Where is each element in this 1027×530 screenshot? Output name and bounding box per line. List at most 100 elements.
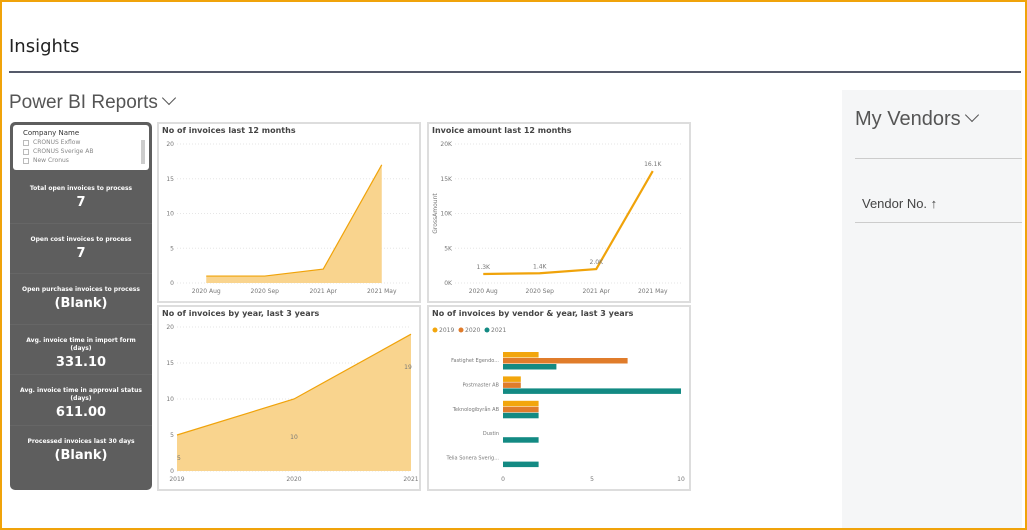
x-tick-label: 2020 Sep: [251, 288, 280, 295]
bar: [503, 400, 539, 407]
kpi-label: Total open invoices to process: [29, 185, 133, 192]
data-label: 1.4K: [533, 263, 548, 270]
data-label: 5: [177, 455, 181, 462]
scrollbar[interactable]: [141, 140, 145, 164]
kpi-label: Processed invoices last 30 days: [27, 437, 135, 445]
page-title: Insights: [9, 36, 80, 57]
bar: [503, 388, 681, 394]
chart-svg: 2019 2020 2021 Fastighet Egendo... Postmaste…: [432, 327, 685, 483]
y-tick-label: 20K: [440, 141, 453, 148]
kpi-value: 7: [76, 195, 86, 210]
y-tick-label: 10: [166, 211, 174, 218]
bar: [503, 412, 539, 419]
chart-invoices-by-vendor[interactable]: No of invoices by vendor & year, last 3 …: [427, 305, 691, 491]
data-label: 16.1K: [644, 161, 662, 168]
category-label: Fastighet Egendo...: [451, 358, 499, 364]
chart-title: No of invoices by year, last 3 years: [162, 309, 320, 318]
y-tick-label: 5: [170, 432, 174, 439]
kpi-label: Open purchase invoices to process: [22, 286, 140, 293]
slicer-label: Company Name: [23, 129, 80, 137]
checkbox[interactable]: [23, 157, 29, 164]
divider: [855, 222, 1022, 223]
power-bi-reports-menu[interactable]: Power BI Reports: [9, 90, 176, 114]
bar: [503, 352, 539, 358]
x-tick-label: 2019: [169, 476, 184, 483]
kpi-value: (Blank): [54, 296, 108, 311]
vendor-no-column-header[interactable]: Vendor No. ↑: [862, 196, 938, 211]
chevron-down-icon: [964, 107, 979, 123]
category-label: Postmaster AB: [462, 382, 499, 388]
series-line: [483, 170, 654, 276]
chevron-down-icon: [161, 90, 176, 106]
y-tick-label: 15K: [440, 176, 453, 183]
y-tick-label: 5: [170, 245, 174, 252]
chart-amount-12m[interactable]: Invoice amount last 12 months 0K 5K 10K 15K 2…: [427, 122, 691, 303]
bar: [503, 358, 628, 364]
y-tick-label: 5K: [444, 245, 453, 252]
legend-label: 2021: [491, 327, 506, 334]
area-fill: [177, 334, 411, 471]
section-title: Power BI Reports: [9, 92, 158, 113]
chart-invoices-12m[interactable]: No of invoices last 12 months 0 5 10 15 20 202…: [157, 122, 421, 303]
legend-label: 2020: [465, 327, 480, 334]
series-line: [206, 164, 383, 277]
kpi-value: (Blank): [54, 447, 108, 463]
x-tick-label: 2020 Aug: [469, 288, 498, 295]
kpi-value: 7: [76, 245, 86, 261]
x-tick-label: 2021: [403, 476, 418, 483]
x-tick-label: 2020 Sep: [526, 288, 555, 295]
bar: [503, 382, 521, 388]
legend-swatch: [458, 327, 464, 333]
y-tick-label: 20: [166, 141, 174, 148]
category-label: Teknologibyrån AB: [452, 406, 500, 413]
data-label: 10: [290, 434, 298, 441]
my-vendors-menu[interactable]: My Vendors: [855, 107, 979, 131]
y-tick-label: 10: [166, 396, 174, 403]
kpi-label: Open cost invoices to process: [30, 235, 132, 243]
series-line: [176, 333, 412, 436]
chart-svg: 0K 5K 10K 15K 20K 2020 Aug 2020 Sep 2021 Apr 202…: [432, 141, 681, 295]
data-label: 19: [404, 364, 412, 371]
chart-title: No of invoices last 12 months: [162, 126, 296, 135]
checkbox[interactable]: [23, 148, 29, 155]
divider: [9, 71, 1021, 73]
legend-swatch: [432, 327, 438, 333]
x-tick-label: 0: [501, 476, 505, 483]
legend-label: 2019: [439, 327, 454, 334]
kpi-label: Avg. invoice time in import form (days): [26, 336, 136, 352]
slicer-option[interactable]: New Cronus: [23, 157, 139, 164]
category-label: Dustin: [483, 431, 499, 437]
y-tick-label: 20: [166, 324, 174, 331]
slicer-option[interactable]: CRONUS Sverige AB: [23, 148, 139, 155]
data-label: 2.0K: [590, 259, 605, 266]
y-tick-label: 0: [170, 280, 174, 287]
y-tick-label: 0: [170, 468, 174, 475]
kpi-card: Total open invoices to process 7: [10, 173, 152, 224]
kpi-card: Open purchase invoices to process (Blank): [10, 274, 152, 325]
bar: [503, 364, 557, 370]
chart-svg: 0 5 10 15 20 2020 Aug 2020 Sep 2021 Apr 2021 May: [166, 141, 411, 295]
my-vendors-pane: My Vendors Vendor No. ↑: [842, 90, 1022, 528]
y-tick-label: 15: [166, 176, 174, 183]
bar: [503, 461, 539, 468]
kpi-panel: Company Name CRONUS Exflow CRONUS Sverig…: [10, 122, 152, 490]
x-tick-label: 10: [677, 476, 685, 483]
category-label: Telia Sonera Sverig...: [446, 456, 500, 462]
checkbox[interactable]: [23, 139, 29, 146]
chart-title: No of invoices by vendor & year, last 3 …: [432, 309, 634, 318]
bar: [503, 406, 539, 413]
chart-title: Invoice amount last 12 months: [432, 126, 572, 135]
chart-invoices-by-year[interactable]: No of invoices by year, last 3 years 0 5 10…: [157, 305, 421, 491]
x-tick-label: 2020 Aug: [192, 288, 221, 295]
divider: [855, 158, 1022, 159]
company-slicer[interactable]: Company Name CRONUS Exflow CRONUS Sverig…: [13, 125, 149, 170]
slicer-option[interactable]: CRONUS Exflow: [23, 139, 139, 146]
my-vendors-title: My Vendors: [855, 108, 961, 130]
kpi-label: Avg. invoice time in approval status (da…: [20, 387, 142, 402]
data-label: 1.3K: [477, 264, 492, 271]
y-axis-label: GrossAmount: [432, 193, 439, 234]
x-tick-label: 5: [590, 476, 594, 483]
y-tick-label: 0K: [444, 280, 453, 287]
x-tick-label: 2021 May: [367, 288, 397, 295]
